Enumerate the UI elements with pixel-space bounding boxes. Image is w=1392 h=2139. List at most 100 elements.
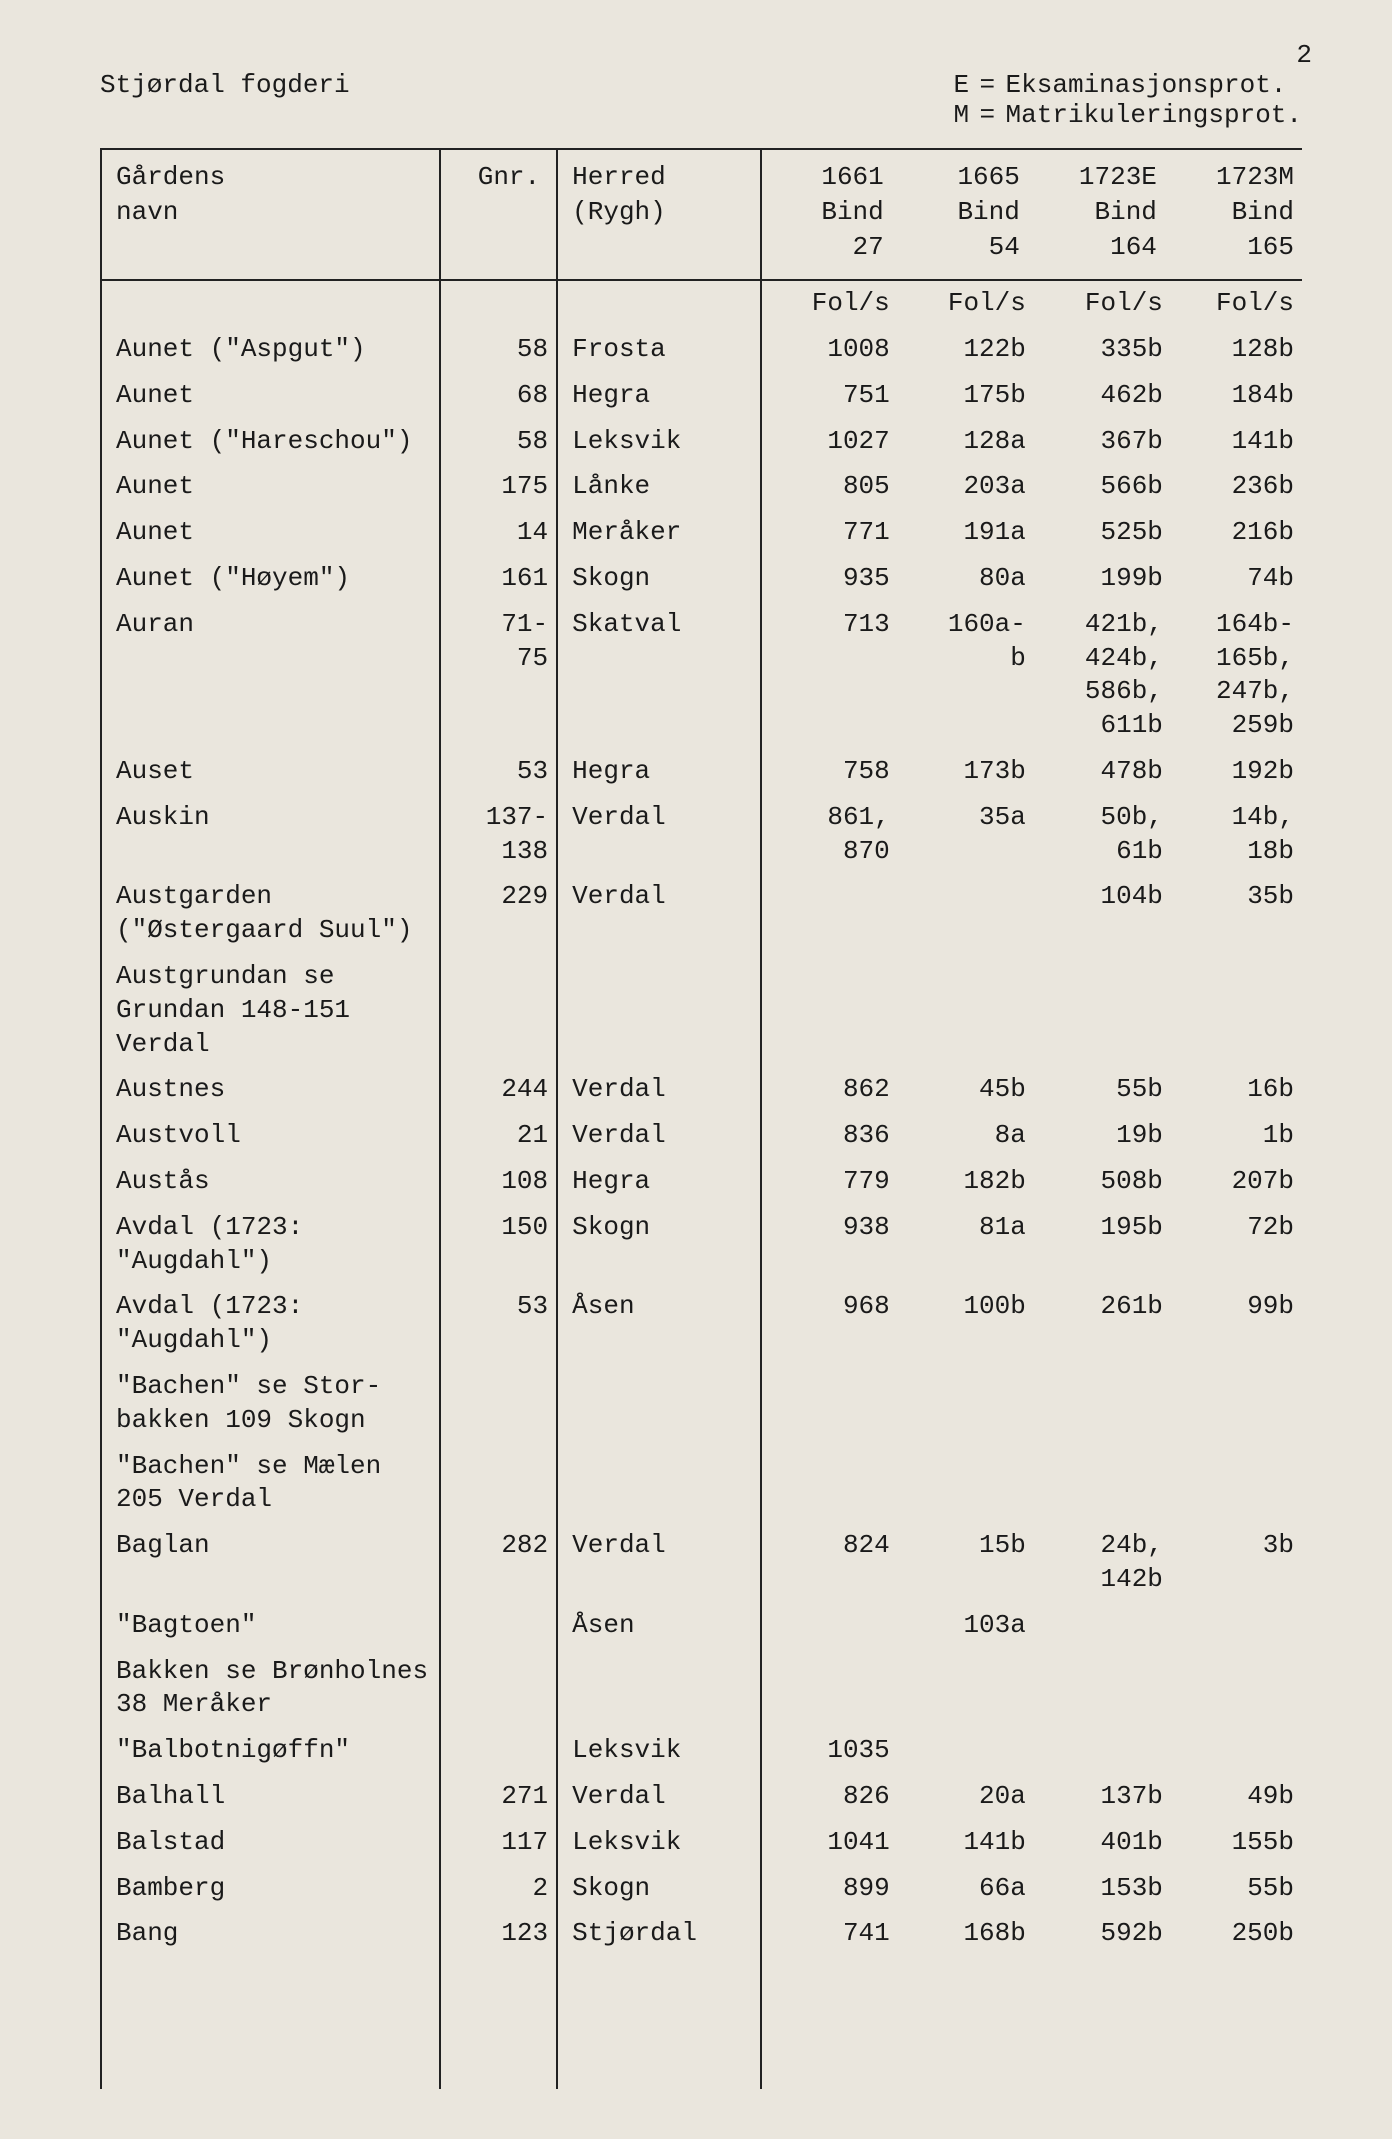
cell: Aunet <box>101 464 440 510</box>
col-header-gnr: Gnr. <box>455 160 541 195</box>
cell: Skatval <box>557 602 761 749</box>
cell: 195b <box>1034 1205 1171 1285</box>
table-row: Avdal (1723: "Augdahl")150Skogn93881a195… <box>101 1205 1302 1285</box>
cell <box>1034 1364 1171 1444</box>
table-row: Aunet ("Hareschou")58Leksvik1027128a367b… <box>101 419 1302 465</box>
cell: 175b <box>898 373 1034 419</box>
cell: 805 <box>761 464 898 510</box>
cell: Auran <box>101 602 440 749</box>
cell: 16b <box>1171 1067 1302 1113</box>
cell <box>761 954 898 1067</box>
table-row: "Bagtoen" Åsen 103a <box>101 1603 1302 1649</box>
col-header-name: Gårdens navn <box>116 160 431 230</box>
cell: Leksvik <box>557 1820 761 1866</box>
cell: "Bagtoen" <box>101 1603 440 1649</box>
cell: 1b <box>1171 1113 1302 1159</box>
cell: 261b <box>1034 1284 1171 1364</box>
cell: 282 <box>440 1523 558 1603</box>
cell: Aunet <box>101 510 440 556</box>
cell <box>1171 1728 1302 1774</box>
cell: 938 <box>761 1205 898 1285</box>
cell <box>761 1957 898 2089</box>
header-legend: E = Eksaminasjonsprot. M = Matrikulering… <box>954 70 1302 130</box>
cell: 66a <box>898 1866 1034 1912</box>
cell: 150 <box>440 1205 558 1285</box>
cell: Fol/s <box>1034 280 1171 327</box>
cell: 49b <box>1171 1774 1302 1820</box>
cell: 421b, 424b, 586b, 611b <box>1034 602 1171 749</box>
cell: 935 <box>761 556 898 602</box>
cell: Austvoll <box>101 1113 440 1159</box>
cell: 103a <box>898 1603 1034 1649</box>
cell: 141b <box>898 1820 1034 1866</box>
cell <box>1171 1603 1302 1649</box>
cell: 1008 <box>761 327 898 373</box>
cell: 168b <box>898 1911 1034 1957</box>
cell: "Bachen" se Mælen 205 Verdal <box>101 1444 440 1524</box>
cell: 741 <box>761 1911 898 1957</box>
cell: 128a <box>898 419 1034 465</box>
cell <box>898 1957 1034 2089</box>
cell: 153b <box>1034 1866 1171 1912</box>
table-row: Austås108Hegra779182b508b207b <box>101 1159 1302 1205</box>
cell: Bamberg <box>101 1866 440 1912</box>
cell: Skogn <box>557 556 761 602</box>
cell: 108 <box>440 1159 558 1205</box>
cell: 19b <box>1034 1113 1171 1159</box>
cell: Åsen <box>557 1603 761 1649</box>
table-row: Aunet ("Aspgut")58Frosta1008122b335b128b <box>101 327 1302 373</box>
cell: 15b <box>898 1523 1034 1603</box>
cell: 21 <box>440 1113 558 1159</box>
fols-row: Fol/s Fol/s Fol/s Fol/s <box>101 280 1302 327</box>
col-header-herred: Herred (Rygh) <box>572 160 752 230</box>
cell <box>440 1649 558 1729</box>
cell <box>1171 954 1302 1067</box>
cell <box>440 280 558 327</box>
cell: 141b <box>1171 419 1302 465</box>
table-row: Aunet14Meråker771191a525b216b <box>101 510 1302 556</box>
table-row: Auskin137- 138Verdal861, 87035a50b, 61b1… <box>101 795 1302 875</box>
cell: 184b <box>1171 373 1302 419</box>
legend-row: E = Eksaminasjonsprot. <box>954 70 1302 100</box>
table-row: Bang123Stjørdal741168b592b250b <box>101 1911 1302 1957</box>
cell: 824 <box>761 1523 898 1603</box>
table-row: Austgrundan se Grundan 148-151 Verdal <box>101 954 1302 1067</box>
cell <box>557 1649 761 1729</box>
cell: 862 <box>761 1067 898 1113</box>
cell: Stjørdal <box>557 1911 761 1957</box>
cell <box>440 1364 558 1444</box>
cell: 271 <box>440 1774 558 1820</box>
cell: 1027 <box>761 419 898 465</box>
cell: Auskin <box>101 795 440 875</box>
spacer-row <box>101 1957 1302 2089</box>
cell: Verdal <box>557 1523 761 1603</box>
cell: "Balbotnigøffn" <box>101 1728 440 1774</box>
legend-eq: = <box>980 70 1006 100</box>
cell: Frosta <box>557 327 761 373</box>
cell: 24b, 142b <box>1034 1523 1171 1603</box>
cell: Austnes <box>101 1067 440 1113</box>
cell: Balhall <box>101 1774 440 1820</box>
cell <box>1171 1364 1302 1444</box>
cell: 367b <box>1034 419 1171 465</box>
cell: Leksvik <box>557 1728 761 1774</box>
cell: Aunet ("Hareschou") <box>101 419 440 465</box>
cell: Skogn <box>557 1205 761 1285</box>
cell: 207b <box>1171 1159 1302 1205</box>
cell: 836 <box>761 1113 898 1159</box>
table-row: Balhall271Verdal82620a137b49b <box>101 1774 1302 1820</box>
cell: 14 <box>440 510 558 556</box>
cell: 236b <box>1171 464 1302 510</box>
cell: 104b <box>1034 874 1171 954</box>
cell: 478b <box>1034 749 1171 795</box>
cell <box>440 1957 558 2089</box>
cell: Austgrundan se Grundan 148-151 Verdal <box>101 954 440 1067</box>
col-header-1665: 1665 Bind 54 <box>912 160 1020 265</box>
cell <box>557 1957 761 2089</box>
table-row: "Balbotnigøffn"Leksvik1035 <box>101 1728 1302 1774</box>
cell <box>440 1444 558 1524</box>
cell: 244 <box>440 1067 558 1113</box>
cell: 173b <box>898 749 1034 795</box>
cell: 50b, 61b <box>1034 795 1171 875</box>
cell: Hegra <box>557 749 761 795</box>
